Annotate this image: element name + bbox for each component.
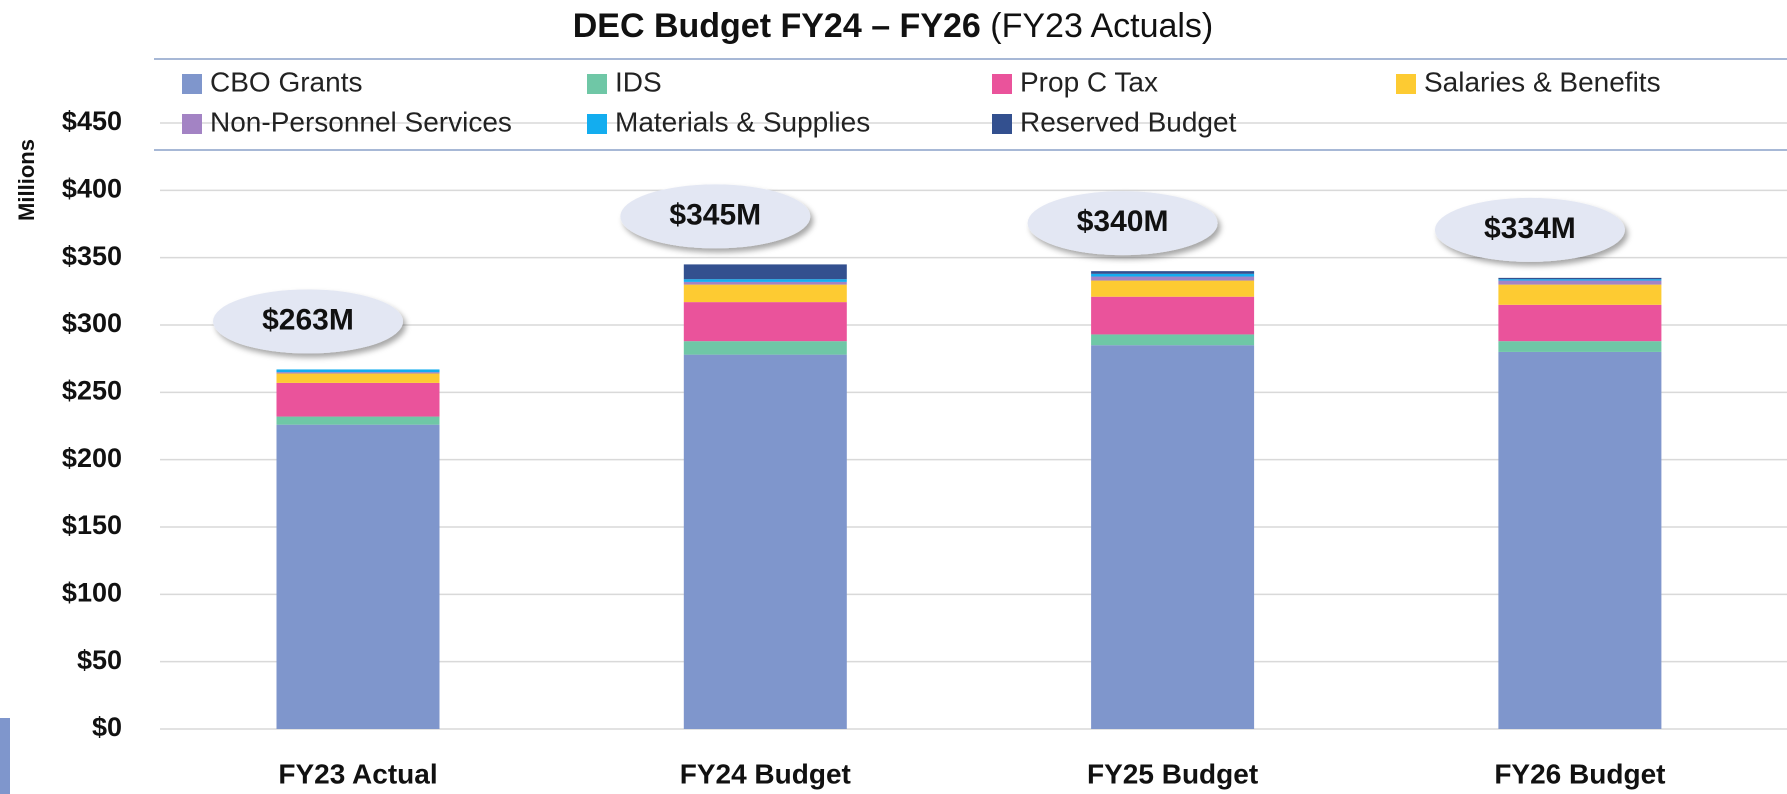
y-tick-label: $250: [62, 375, 122, 405]
legend-label: CBO Grants: [210, 66, 362, 97]
bar-segment: [683, 302, 847, 342]
y-tick-label: $400: [62, 173, 122, 203]
bar-segment: [683, 354, 847, 729]
bar-segment: [1091, 345, 1255, 729]
bar-segment: [1498, 304, 1662, 342]
bar-segment: [1498, 284, 1662, 305]
x-tick-label: FY25 Budget: [1087, 758, 1258, 789]
bar-segment: [1091, 276, 1255, 281]
legend-label: Reserved Budget: [1020, 106, 1237, 137]
title: DEC Budget FY24 – FY26: [573, 7, 981, 45]
legend-swatch: [182, 114, 202, 134]
bar-segment: [1091, 334, 1255, 346]
y-axis-label: Millions: [14, 139, 39, 221]
total-label: $340M: [1077, 205, 1169, 238]
bar-segment: [1498, 277, 1662, 280]
legend-swatch: [992, 74, 1012, 94]
total-bubble: [213, 289, 403, 354]
bar-segment: [276, 373, 440, 383]
legend-label: Non-Personnel Services: [210, 106, 512, 137]
bar-segment: [276, 382, 440, 417]
total-label: $334M: [1484, 212, 1576, 245]
y-tick-label: $300: [62, 308, 122, 338]
edge-decoration: [0, 718, 10, 794]
total-bubble: [1434, 197, 1625, 262]
legend-swatch: [1396, 74, 1416, 94]
chart-title: DEC Budget FY24 – FY26 (FY23 Actuals): [573, 7, 1214, 45]
y-tick-label: $450: [62, 106, 122, 136]
bar-segment: [1498, 280, 1662, 285]
subtitle: (FY23 Actuals): [990, 7, 1213, 45]
x-tick-label: FY24 Budget: [680, 758, 851, 789]
total-bubble: [1027, 191, 1218, 256]
legend-swatch: [182, 74, 202, 94]
legend-swatch: [587, 114, 607, 134]
bar-segment: [683, 264, 847, 280]
total-label: $345M: [669, 198, 761, 231]
bar-segment: [683, 341, 847, 355]
bar-segment: [1498, 351, 1662, 729]
legend-label: Prop C Tax: [1020, 66, 1158, 97]
y-tick-label: $200: [62, 443, 122, 473]
total-bubble: [620, 184, 811, 249]
legend-label: IDS: [615, 66, 662, 97]
legend-label: Salaries & Benefits: [1424, 66, 1661, 97]
legend-swatch: [992, 114, 1012, 134]
y-tick-label: $100: [62, 577, 122, 607]
y-tick-label: $150: [62, 510, 122, 540]
bar-segment: [1091, 280, 1255, 297]
y-tick-label: $350: [62, 241, 122, 271]
bar-segment: [1091, 296, 1255, 335]
legend-swatch: [587, 74, 607, 94]
bar-segment: [276, 369, 440, 373]
bar-segment: [276, 424, 440, 729]
x-tick-label: FY23 Actual: [278, 758, 437, 789]
bar-segment: [1498, 341, 1662, 352]
total-label: $263M: [262, 303, 354, 336]
y-tick-label: $50: [77, 645, 122, 675]
bar-segment: [683, 284, 847, 303]
y-tick-label: $0: [92, 712, 122, 742]
legend-label: Materials & Supplies: [615, 106, 870, 137]
bar-segment: [276, 416, 440, 425]
x-tick-label: FY26 Budget: [1494, 758, 1665, 789]
bar-segment: [1091, 271, 1255, 274]
bar-segment: [276, 372, 440, 374]
bar-segment: [1498, 279, 1662, 281]
bar-segment: [683, 281, 847, 285]
bar-segment: [1091, 273, 1255, 277]
bar-segment: [683, 279, 847, 282]
